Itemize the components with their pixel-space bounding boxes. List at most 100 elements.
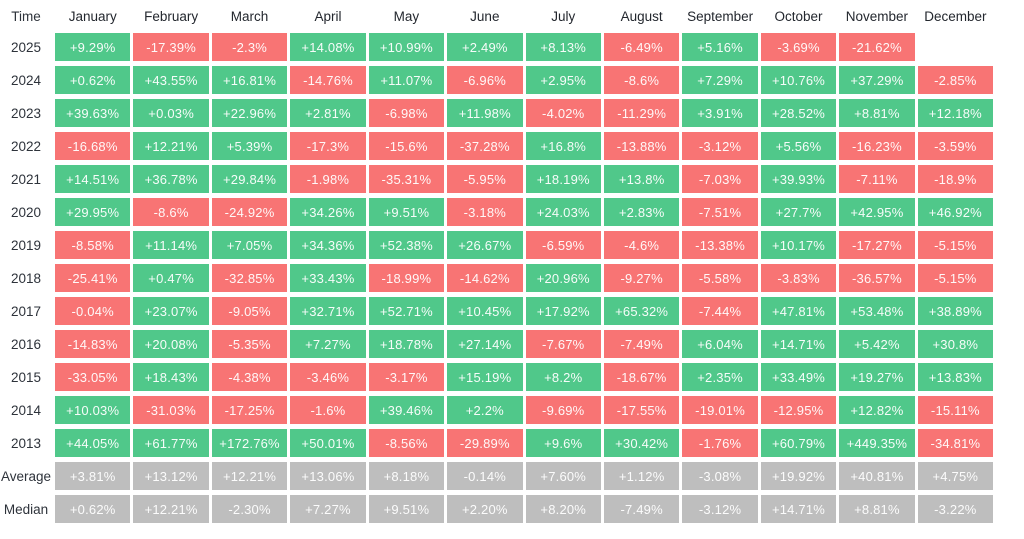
return-cell-2025-may: +10.99%	[368, 33, 445, 61]
return-cell-2014-may: +39.46%	[368, 396, 445, 424]
return-cell-2023-february: +0.03%	[133, 99, 209, 127]
table-row-2021: 2021 +14.51% +36.78% +29.84% -1.98% -35.31% -5…	[0, 165, 994, 193]
return-cell-2025-march: -2.3%	[211, 33, 288, 61]
month-header-may: May	[393, 8, 420, 24]
return-cell-median-september: -3.12%	[682, 495, 758, 523]
return-cell-2022-june: -37.28%	[447, 132, 523, 160]
row-label-2023: 2023	[10, 105, 42, 121]
return-cell-median-april: +7.27%	[290, 495, 366, 523]
return-cell-median-february: +12.21%	[133, 495, 209, 523]
return-cell-average-march: +12.21%	[211, 462, 288, 490]
row-label-2013: 2013	[10, 435, 42, 451]
row-label-2019: 2019	[10, 237, 42, 253]
return-cell-2017-august: +65.32%	[603, 297, 680, 325]
return-cell-2013-june: -29.89%	[447, 429, 523, 457]
return-cell-2022-august: -13.88%	[603, 132, 680, 160]
return-cell-2017-july: +17.92%	[525, 297, 601, 325]
return-cell-2017-september: -7.44%	[682, 297, 758, 325]
return-cell-2013-september: -1.76%	[682, 429, 758, 457]
table-row-2022: 2022 -16.68% +12.21% +5.39% -17.3% -15.6% -37.…	[0, 132, 994, 160]
return-cell-2016-april: +7.27%	[290, 330, 366, 358]
return-cell-2017-june: +10.45%	[447, 297, 523, 325]
return-cell-2024-september: +7.29%	[682, 66, 758, 94]
return-cell-2015-april: -3.46%	[290, 363, 366, 391]
table-row-median: Median +0.62% +12.21% -2.30% +7.27% +9.51% +2.…	[0, 495, 994, 523]
return-cell-2023-april: +2.81%	[290, 99, 366, 127]
return-cell-2021-february: +36.78%	[133, 165, 209, 193]
return-cell-2014-august: -17.55%	[603, 396, 680, 424]
return-cell-2021-august: +13.8%	[603, 165, 680, 193]
return-cell-2020-june: -3.18%	[447, 198, 523, 226]
return-cell-2024-february: +43.55%	[133, 66, 209, 94]
return-cell-2017-february: +23.07%	[133, 297, 209, 325]
return-cell-2013-march: +172.76%	[211, 429, 288, 457]
row-label-2018: 2018	[10, 270, 42, 286]
return-cell-median-october: +14.71%	[760, 495, 837, 523]
return-cell-average-september: -3.08%	[682, 462, 758, 490]
return-cell-2021-july: +18.19%	[525, 165, 601, 193]
time-column-header: Time	[11, 8, 41, 24]
return-cell-2013-january: +44.05%	[55, 429, 131, 457]
return-cell-2023-august: -11.29%	[603, 99, 680, 127]
return-cell-2017-january: -0.04%	[55, 297, 131, 325]
return-cell-2025-january: +9.29%	[55, 33, 131, 61]
return-cell-2020-october: +27.7%	[760, 198, 837, 226]
return-cell-2019-september: -13.38%	[682, 231, 758, 259]
return-cell-2018-october: -3.83%	[760, 264, 837, 292]
table-row-2025: 2025 +9.29% -17.39% -2.3% +14.08% +10.99% +2.4…	[0, 33, 993, 61]
return-cell-median-july: +8.20%	[525, 495, 601, 523]
return-cell-2023-june: +11.98%	[447, 99, 523, 127]
return-cell-average-january: +3.81%	[55, 462, 131, 490]
return-cell-2022-january: -16.68%	[55, 132, 131, 160]
row-label-2016: 2016	[10, 336, 42, 352]
return-cell-2016-june: +27.14%	[447, 330, 523, 358]
return-cell-2024-april: -14.76%	[290, 66, 366, 94]
return-cell-2023-july: -4.02%	[525, 99, 601, 127]
return-cell-2019-january: -8.58%	[55, 231, 131, 259]
return-cell-2014-april: -1.6%	[290, 396, 366, 424]
return-cell-2016-october: +14.71%	[760, 330, 837, 358]
return-cell-2015-march: -4.38%	[211, 363, 288, 391]
header-row: Time January February March April May June Jul…	[0, 1, 993, 31]
return-cell-2019-july: -6.59%	[525, 231, 601, 259]
return-cell-2016-november: +5.42%	[839, 330, 915, 358]
return-cell-2019-august: -4.6%	[603, 231, 680, 259]
row-label-2021: 2021	[10, 171, 42, 187]
return-cell-2016-september: +6.04%	[682, 330, 758, 358]
return-cell-2014-november: +12.82%	[839, 396, 915, 424]
row-label-2024: 2024	[10, 72, 42, 88]
return-cell-2024-november: +37.29%	[839, 66, 915, 94]
return-cell-2018-july: +20.96%	[525, 264, 601, 292]
return-cell-2021-june: -5.95%	[447, 165, 523, 193]
month-header-december: December	[924, 8, 987, 24]
return-cell-2013-may: -8.56%	[368, 429, 445, 457]
return-cell-average-april: +13.06%	[290, 462, 366, 490]
table-row-2018: 2018 -25.41% +0.47% -32.85% +33.43% -18.99% -1…	[0, 264, 994, 292]
return-cell-2019-december: -5.15%	[917, 231, 994, 259]
return-cell-2019-november: -17.27%	[839, 231, 915, 259]
return-cell-2018-june: -14.62%	[447, 264, 523, 292]
return-cell-2022-july: +16.8%	[525, 132, 601, 160]
return-cell-2020-february: -8.6%	[133, 198, 209, 226]
return-cell-2013-april: +50.01%	[290, 429, 366, 457]
return-cell-2018-february: +0.47%	[133, 264, 209, 292]
return-cell-2017-december: +38.89%	[917, 297, 994, 325]
month-header-november: November	[845, 8, 909, 24]
monthly-returns-heatmap: Time January February March April May June Jul…	[0, 1, 994, 523]
return-cell-2021-september: -7.03%	[682, 165, 758, 193]
table-row-2013: 2013 +44.05% +61.77% +172.76% +50.01% -8.56% -…	[0, 429, 994, 457]
return-cell-2024-january: +0.62%	[55, 66, 131, 94]
return-cell-2015-june: +15.19%	[447, 363, 523, 391]
return-cell-2022-march: +5.39%	[211, 132, 288, 160]
return-cell-2025-november: -21.62%	[839, 33, 915, 61]
row-label-2017: 2017	[10, 303, 42, 319]
return-cell-average-august: +1.12%	[603, 462, 680, 490]
table-row-2020: 2020 +29.95% -8.6% -24.92% +34.26% +9.51% -3.1…	[0, 198, 994, 226]
return-cell-2019-march: +7.05%	[211, 231, 288, 259]
return-cell-2020-march: -24.92%	[211, 198, 288, 226]
return-cell-2022-february: +12.21%	[133, 132, 209, 160]
return-cell-2017-november: +53.48%	[839, 297, 915, 325]
row-label-2022: 2022	[10, 138, 42, 154]
return-cell-2018-december: -5.15%	[917, 264, 994, 292]
month-header-august: August	[620, 8, 663, 24]
